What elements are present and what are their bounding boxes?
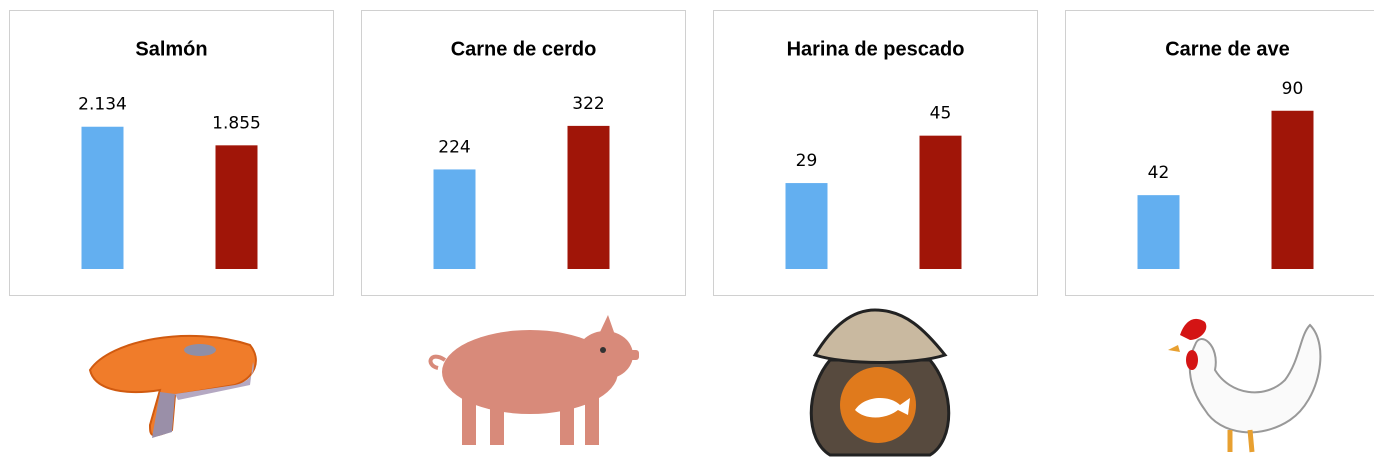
value-label: 322	[572, 94, 604, 114]
value-label: 2.134	[78, 95, 127, 115]
bar	[82, 127, 124, 269]
bar	[434, 169, 476, 269]
bar	[920, 136, 962, 269]
value-label: 90	[1282, 79, 1304, 99]
bar	[1272, 111, 1314, 269]
value-label: 29	[796, 151, 818, 171]
chart: Carne de cerdo 224 322	[362, 11, 686, 296]
value-label: 224	[438, 137, 470, 157]
value-label: 1.855	[212, 113, 261, 133]
bar	[568, 126, 610, 269]
chart: Carne de ave 42 90	[1066, 11, 1374, 296]
sack-icon	[811, 310, 949, 455]
chart-title: Harina de pescado	[787, 38, 965, 60]
bar	[216, 145, 258, 269]
pig-icon	[431, 315, 639, 445]
value-label: 42	[1148, 163, 1170, 183]
chart-title: Carne de cerdo	[451, 38, 597, 60]
chart-panel: Salmón 2.134 1.855 Carne de cerdo 224 322 Hari…	[0, 0, 1374, 459]
page: Salmón 2.134 1.855 Carne de cerdo 224 322 Hari…	[0, 0, 1374, 459]
chart: Salmón 2.134 1.855	[10, 11, 334, 296]
value-label: 45	[930, 104, 952, 124]
bar	[786, 183, 828, 269]
salmon-icon	[90, 336, 256, 438]
chart: Harina de pescado 29 45	[714, 11, 1038, 296]
chart-title: Salmón	[135, 38, 207, 60]
chicken-icon	[1168, 319, 1320, 452]
bar	[1138, 195, 1180, 269]
chart-title: Carne de ave	[1165, 38, 1290, 60]
